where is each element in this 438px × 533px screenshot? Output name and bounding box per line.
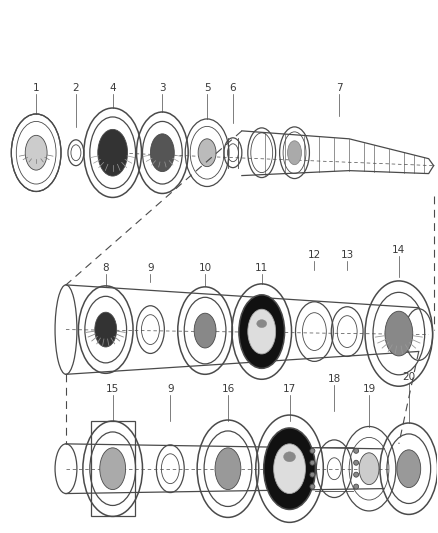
Text: 18: 18 bbox=[328, 374, 341, 384]
Text: 12: 12 bbox=[308, 250, 321, 260]
Ellipse shape bbox=[264, 428, 315, 510]
Ellipse shape bbox=[310, 472, 315, 477]
Ellipse shape bbox=[310, 448, 315, 453]
Ellipse shape bbox=[397, 450, 421, 488]
Ellipse shape bbox=[310, 461, 315, 465]
Ellipse shape bbox=[283, 452, 296, 462]
Ellipse shape bbox=[150, 134, 174, 172]
Ellipse shape bbox=[353, 484, 359, 489]
Bar bbox=[91, 421, 134, 516]
Ellipse shape bbox=[310, 484, 315, 489]
Ellipse shape bbox=[239, 295, 285, 368]
Text: 5: 5 bbox=[204, 83, 210, 93]
Ellipse shape bbox=[359, 453, 379, 484]
Ellipse shape bbox=[274, 444, 305, 494]
Ellipse shape bbox=[353, 461, 359, 465]
Text: 14: 14 bbox=[392, 245, 406, 255]
Text: 13: 13 bbox=[341, 250, 354, 260]
Ellipse shape bbox=[98, 130, 127, 176]
Text: 8: 8 bbox=[102, 263, 109, 273]
Ellipse shape bbox=[257, 320, 267, 328]
Text: 15: 15 bbox=[106, 384, 119, 394]
Ellipse shape bbox=[25, 135, 47, 170]
Text: 9: 9 bbox=[147, 263, 154, 273]
Text: 4: 4 bbox=[110, 83, 116, 93]
Text: 10: 10 bbox=[198, 263, 212, 273]
Text: 20: 20 bbox=[402, 372, 415, 382]
Text: 16: 16 bbox=[221, 384, 235, 394]
Text: 9: 9 bbox=[167, 384, 173, 394]
Text: 1: 1 bbox=[33, 83, 39, 93]
Text: 17: 17 bbox=[283, 384, 296, 394]
Text: 7: 7 bbox=[336, 83, 343, 93]
Text: 2: 2 bbox=[73, 83, 79, 93]
Ellipse shape bbox=[95, 312, 117, 347]
Text: 6: 6 bbox=[230, 83, 236, 93]
Ellipse shape bbox=[248, 309, 276, 354]
Text: 19: 19 bbox=[362, 384, 376, 394]
Text: 11: 11 bbox=[255, 263, 268, 273]
Ellipse shape bbox=[353, 472, 359, 477]
Ellipse shape bbox=[100, 448, 126, 490]
Ellipse shape bbox=[215, 448, 241, 490]
Ellipse shape bbox=[385, 311, 413, 356]
Ellipse shape bbox=[198, 139, 216, 167]
Ellipse shape bbox=[288, 141, 301, 165]
Ellipse shape bbox=[353, 448, 359, 453]
Text: 3: 3 bbox=[159, 83, 166, 93]
Ellipse shape bbox=[194, 313, 216, 348]
